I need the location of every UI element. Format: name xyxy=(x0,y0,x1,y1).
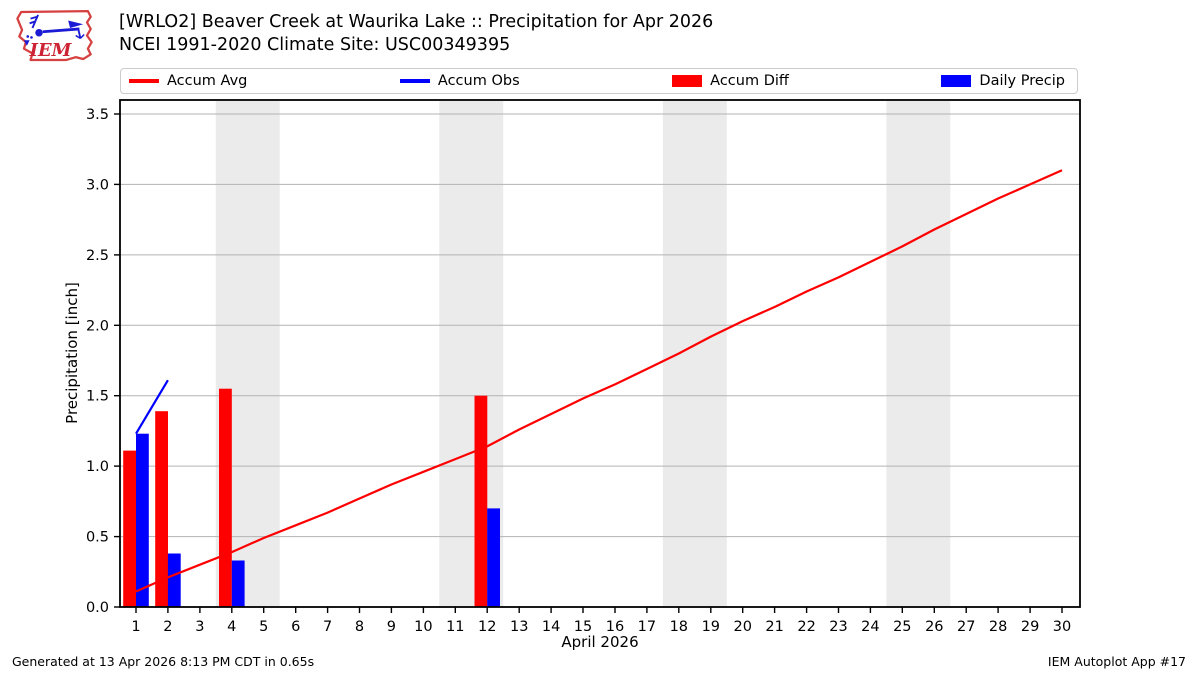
daily-precip-bars xyxy=(136,433,500,607)
svg-text:17: 17 xyxy=(638,619,656,635)
svg-text:16: 16 xyxy=(606,619,624,635)
accum-avg-line-swatch-icon xyxy=(129,79,159,83)
svg-text:9: 9 xyxy=(387,619,396,635)
svg-text:21: 21 xyxy=(765,619,783,635)
daily-precip-bar-swatch-icon xyxy=(941,75,972,87)
app-credit: IEM Autoplot App #17 xyxy=(1047,654,1186,669)
svg-text:11: 11 xyxy=(446,619,464,635)
accum-obs-line-swatch-icon xyxy=(399,79,430,83)
svg-text:13: 13 xyxy=(510,619,528,635)
svg-text:25: 25 xyxy=(893,619,911,635)
weekend-bands xyxy=(215,101,951,607)
svg-text:10: 10 xyxy=(414,619,432,635)
svg-text:4: 4 xyxy=(227,619,236,635)
y-axis-label: Precipitation [inch] xyxy=(63,282,81,424)
svg-text:1.0: 1.0 xyxy=(86,459,109,475)
chart-legend: Accum Avg Accum Obs Accum Diff Daily Pre… xyxy=(120,68,1078,94)
accum-avg-line xyxy=(135,169,1063,593)
svg-text:0.0: 0.0 xyxy=(86,600,109,616)
svg-text:5: 5 xyxy=(259,619,268,635)
svg-text:3.5: 3.5 xyxy=(86,107,109,123)
svg-text:28: 28 xyxy=(989,619,1007,635)
legend-item-accum-diff: Accum Diff xyxy=(672,73,789,89)
svg-text:23: 23 xyxy=(829,619,847,635)
svg-text:6: 6 xyxy=(291,619,300,635)
legend-item-accum-obs: Accum Obs xyxy=(399,73,520,89)
svg-text:24: 24 xyxy=(861,619,879,635)
generated-timestamp: Generated at 13 Apr 2026 8:13 PM CDT in … xyxy=(12,654,315,669)
svg-text:20: 20 xyxy=(733,619,751,635)
svg-text:2: 2 xyxy=(163,619,172,635)
svg-text:22: 22 xyxy=(797,619,815,635)
title-block: [WRLO2] Beaver Creek at Waurika Lake :: … xyxy=(119,11,713,57)
legend-label: Accum Obs xyxy=(437,73,520,89)
svg-text:19: 19 xyxy=(702,619,720,635)
svg-text:2.0: 2.0 xyxy=(86,318,109,334)
legend-label: Accum Avg xyxy=(167,73,248,89)
iem-logo-icon: IEM xyxy=(16,9,93,61)
svg-text:2.5: 2.5 xyxy=(86,248,109,264)
legend-item-accum-avg: Accum Avg xyxy=(129,73,247,89)
y-gridlines xyxy=(120,113,1080,538)
svg-text:29: 29 xyxy=(1021,619,1039,635)
svg-text:15: 15 xyxy=(574,619,592,635)
svg-text:14: 14 xyxy=(542,619,560,635)
svg-text:30: 30 xyxy=(1053,619,1071,635)
svg-text:18: 18 xyxy=(670,619,688,635)
svg-text:27: 27 xyxy=(957,619,975,635)
svg-text:0.5: 0.5 xyxy=(86,530,109,546)
accum-obs-line xyxy=(135,379,169,435)
legend-item-daily-precip: Daily Precip xyxy=(941,73,1065,89)
svg-text:26: 26 xyxy=(925,619,943,635)
legend-label: Accum Diff xyxy=(710,73,789,89)
svg-text:1: 1 xyxy=(131,619,140,635)
x-axis-label: April 2026 xyxy=(561,633,639,651)
plot-frame xyxy=(119,99,1081,608)
chart-title: [WRLO2] Beaver Creek at Waurika Lake :: … xyxy=(119,12,714,32)
chart-subtitle: NCEI 1991-2020 Climate Site: USC00349395 xyxy=(119,35,511,55)
svg-text:3: 3 xyxy=(195,619,204,635)
legend-label: Daily Precip xyxy=(979,73,1065,89)
weathervane-icon xyxy=(23,14,85,46)
x-axis-ticks: 1 2 3 4 5 6 7 8 9 10 11 12 13 14 15 16 17 18 19 20 21 22 23 24 2… xyxy=(131,607,1071,635)
svg-text:1.5: 1.5 xyxy=(86,389,109,405)
iem-logo-text: IEM xyxy=(29,40,73,61)
accum-diff-bar-swatch-icon xyxy=(672,75,703,87)
svg-text:3.0: 3.0 xyxy=(86,177,109,193)
svg-text:8: 8 xyxy=(355,619,364,635)
svg-text:12: 12 xyxy=(478,619,496,635)
y-axis-ticks: 0.0 0.5 1.0 1.5 2.0 2.5 3.0 3.5 xyxy=(86,107,120,616)
svg-text:7: 7 xyxy=(323,619,332,635)
